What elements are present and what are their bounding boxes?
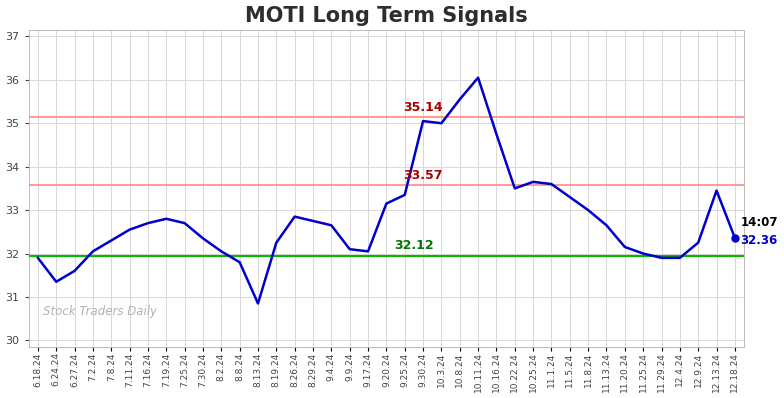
Text: 32.12: 32.12 (394, 239, 434, 252)
Text: 32.36: 32.36 (740, 234, 778, 247)
Text: 33.57: 33.57 (403, 169, 443, 182)
Text: 35.14: 35.14 (403, 101, 443, 114)
Title: MOTI Long Term Signals: MOTI Long Term Signals (245, 6, 528, 25)
Text: Stock Traders Daily: Stock Traders Daily (43, 305, 157, 318)
Text: 14:07: 14:07 (740, 216, 778, 229)
